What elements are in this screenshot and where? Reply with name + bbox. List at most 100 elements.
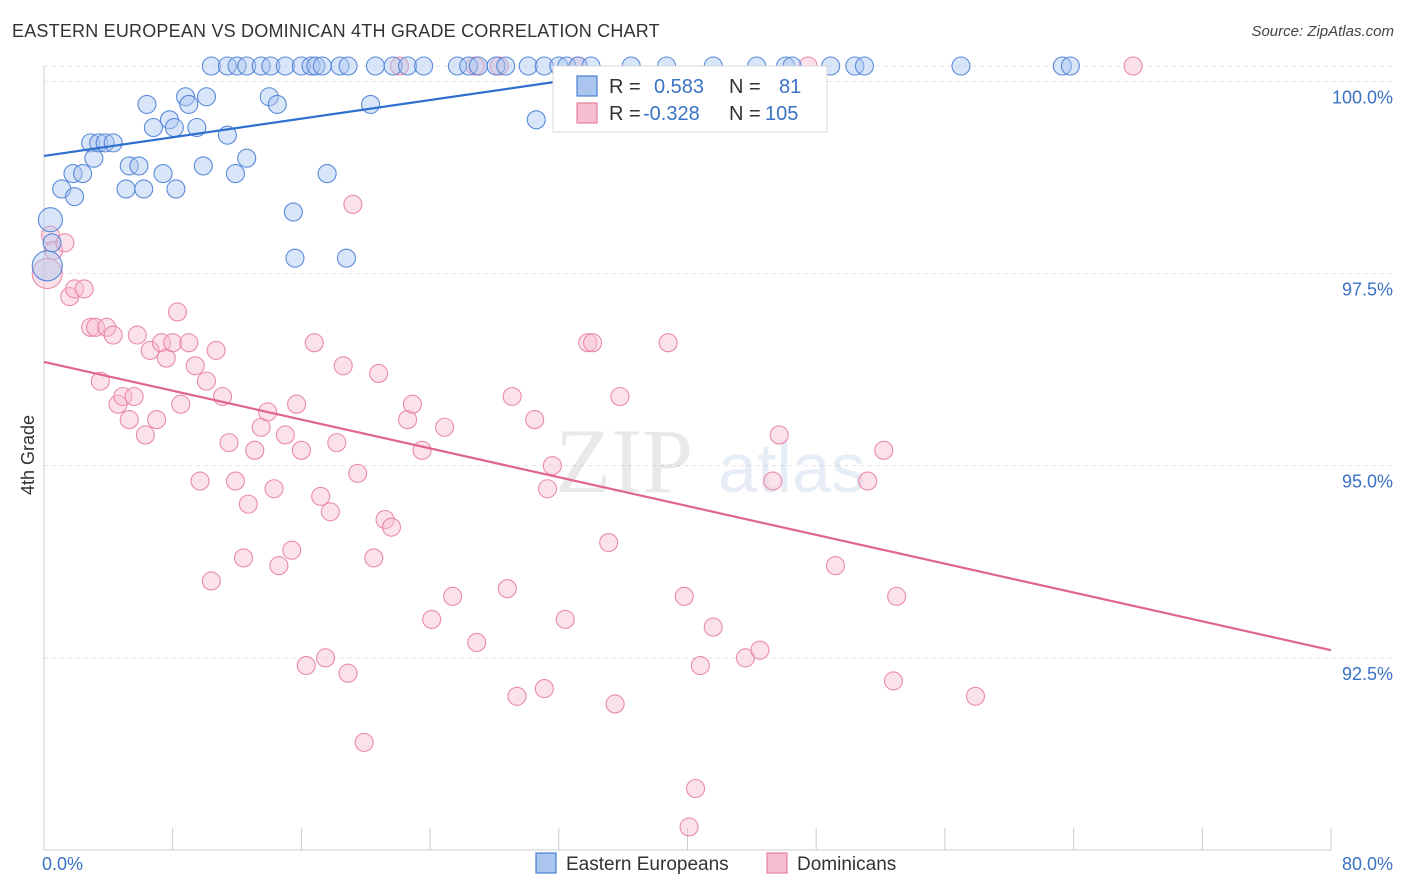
eastern-european-point-42 bbox=[251, 56, 271, 76]
eastern-european-point-33 bbox=[285, 248, 305, 268]
eastern-european-point-45 bbox=[291, 56, 311, 76]
dominican-point-60 bbox=[389, 56, 410, 76]
legend-n-value-2: 105 bbox=[765, 103, 798, 125]
dominican-point-54 bbox=[348, 463, 368, 483]
eastern-european-point-16 bbox=[137, 94, 157, 114]
watermark-zip: ZIP bbox=[555, 410, 693, 512]
eastern-european-point-43 bbox=[261, 56, 281, 76]
dominican-point-58 bbox=[375, 509, 395, 530]
dominican-point-93 bbox=[769, 425, 789, 445]
dominican-point-99 bbox=[887, 586, 907, 606]
eastern-european-point-5 bbox=[65, 187, 85, 207]
dominican-point-7 bbox=[81, 317, 101, 337]
eastern-european-point-52 bbox=[383, 56, 403, 76]
eastern-european-point-57 bbox=[468, 56, 488, 76]
y-tick-label-0: 100.0% bbox=[1332, 87, 1393, 107]
eastern-european-point-76 bbox=[1052, 56, 1072, 76]
legend-n-label-2: N = bbox=[729, 103, 761, 125]
dominican-point-98 bbox=[883, 671, 903, 691]
watermark-atlas: atlas bbox=[718, 429, 866, 507]
dominican-point-39 bbox=[264, 479, 284, 499]
legend-n-value-1: 81 bbox=[779, 76, 801, 98]
dominican-point-52 bbox=[338, 663, 358, 683]
dominican-point-97 bbox=[874, 440, 894, 460]
dominican-point-46 bbox=[304, 333, 324, 353]
eastern-european-point-47 bbox=[306, 56, 326, 76]
dominican-point-8 bbox=[85, 317, 106, 337]
legend-swatch-pink bbox=[576, 102, 598, 124]
legend-r-label-2: R = bbox=[609, 103, 641, 125]
eastern-european-point-23 bbox=[179, 94, 199, 114]
legend-swatch-blue bbox=[576, 75, 598, 97]
dominican-point-76 bbox=[542, 456, 562, 476]
dominican-point-59 bbox=[381, 517, 402, 537]
x-tick-labels: 0.0% 80.0% bbox=[42, 854, 1393, 874]
eastern-european-point-39 bbox=[217, 56, 237, 76]
dominican-point-100 bbox=[965, 686, 986, 706]
dominican-point-28 bbox=[196, 371, 217, 391]
dominican-point-26 bbox=[185, 356, 205, 376]
dominican-point-13 bbox=[113, 386, 133, 407]
dominican-point-30 bbox=[206, 340, 226, 360]
watermark: ZIP atlas bbox=[555, 410, 866, 512]
dominican-point-20 bbox=[151, 333, 171, 353]
eastern-european-point-73 bbox=[845, 56, 865, 76]
dominican-point-40 bbox=[269, 556, 289, 576]
eastern-european-point-2 bbox=[42, 233, 62, 253]
eastern-european-point-24 bbox=[187, 117, 207, 138]
eastern-european-point-20 bbox=[164, 117, 184, 138]
eastern-european-point-25 bbox=[193, 156, 213, 176]
eastern-european-point-6 bbox=[73, 164, 93, 184]
dominican-point-11 bbox=[103, 325, 123, 345]
eastern-european-point-12 bbox=[116, 179, 136, 199]
dominican-point-96 bbox=[858, 471, 878, 491]
dominican-point-82 bbox=[605, 694, 625, 714]
trend-lines bbox=[43, 80, 1332, 652]
eastern-european-point-0 bbox=[31, 250, 63, 282]
dominican-point-87 bbox=[685, 778, 706, 799]
dominican-point-51 bbox=[333, 356, 353, 376]
eastern-europeans-points bbox=[31, 56, 1080, 282]
source-label: Source: ZipAtlas.com bbox=[1251, 23, 1394, 40]
bottom-legend-label-2: Dominicans bbox=[797, 854, 896, 875]
dominican-point-74 bbox=[534, 679, 554, 699]
dominican-point-15 bbox=[124, 386, 144, 407]
dominican-point-50 bbox=[327, 433, 347, 453]
dominican-point-16 bbox=[127, 325, 147, 345]
dominican-point-44 bbox=[291, 440, 311, 460]
dominican-point-81 bbox=[599, 532, 619, 553]
eastern-european-point-77 bbox=[1060, 56, 1080, 76]
dominican-point-33 bbox=[225, 471, 245, 491]
axes bbox=[43, 66, 1332, 851]
eastern-european-point-15 bbox=[134, 179, 154, 199]
legend-r-label-1: R = bbox=[609, 76, 641, 98]
dominican-point-29 bbox=[201, 571, 221, 591]
dominican-point-43 bbox=[287, 394, 307, 414]
dominican-point-71 bbox=[502, 386, 522, 407]
legend-r-value-2: -0.328 bbox=[643, 103, 700, 125]
dominican-point-48 bbox=[315, 648, 336, 668]
y-axis-title: 4th Grade bbox=[18, 415, 38, 495]
dominican-point-73 bbox=[525, 410, 545, 430]
dominican-point-6 bbox=[74, 279, 94, 299]
dominican-point-65 bbox=[435, 417, 455, 437]
dominican-point-91 bbox=[750, 640, 770, 660]
dominican-point-77 bbox=[555, 609, 575, 629]
dominican-point-17 bbox=[135, 425, 155, 445]
eastern-european-point-74 bbox=[854, 56, 875, 76]
dominican-point-25 bbox=[179, 333, 199, 353]
dominican-point-56 bbox=[364, 548, 384, 568]
dominican-point-18 bbox=[140, 340, 160, 360]
eastern-european-point-1 bbox=[37, 207, 63, 233]
eastern-european-point-13 bbox=[119, 156, 139, 176]
dominican-point-32 bbox=[219, 433, 239, 453]
dominican-point-70 bbox=[497, 579, 517, 599]
bottom-legend-swatch-pink bbox=[766, 852, 788, 874]
dominican-point-89 bbox=[703, 617, 723, 637]
stats-legend: R = 0.583 N = 81 R = -0.328 N = 105 bbox=[552, 65, 828, 133]
dominican-point-23 bbox=[167, 302, 188, 322]
dominican-point-55 bbox=[354, 732, 374, 752]
eastern-european-point-49 bbox=[330, 56, 350, 76]
dominican-point-72 bbox=[507, 686, 527, 706]
x-tick-label-0: 0.0% bbox=[42, 854, 83, 874]
